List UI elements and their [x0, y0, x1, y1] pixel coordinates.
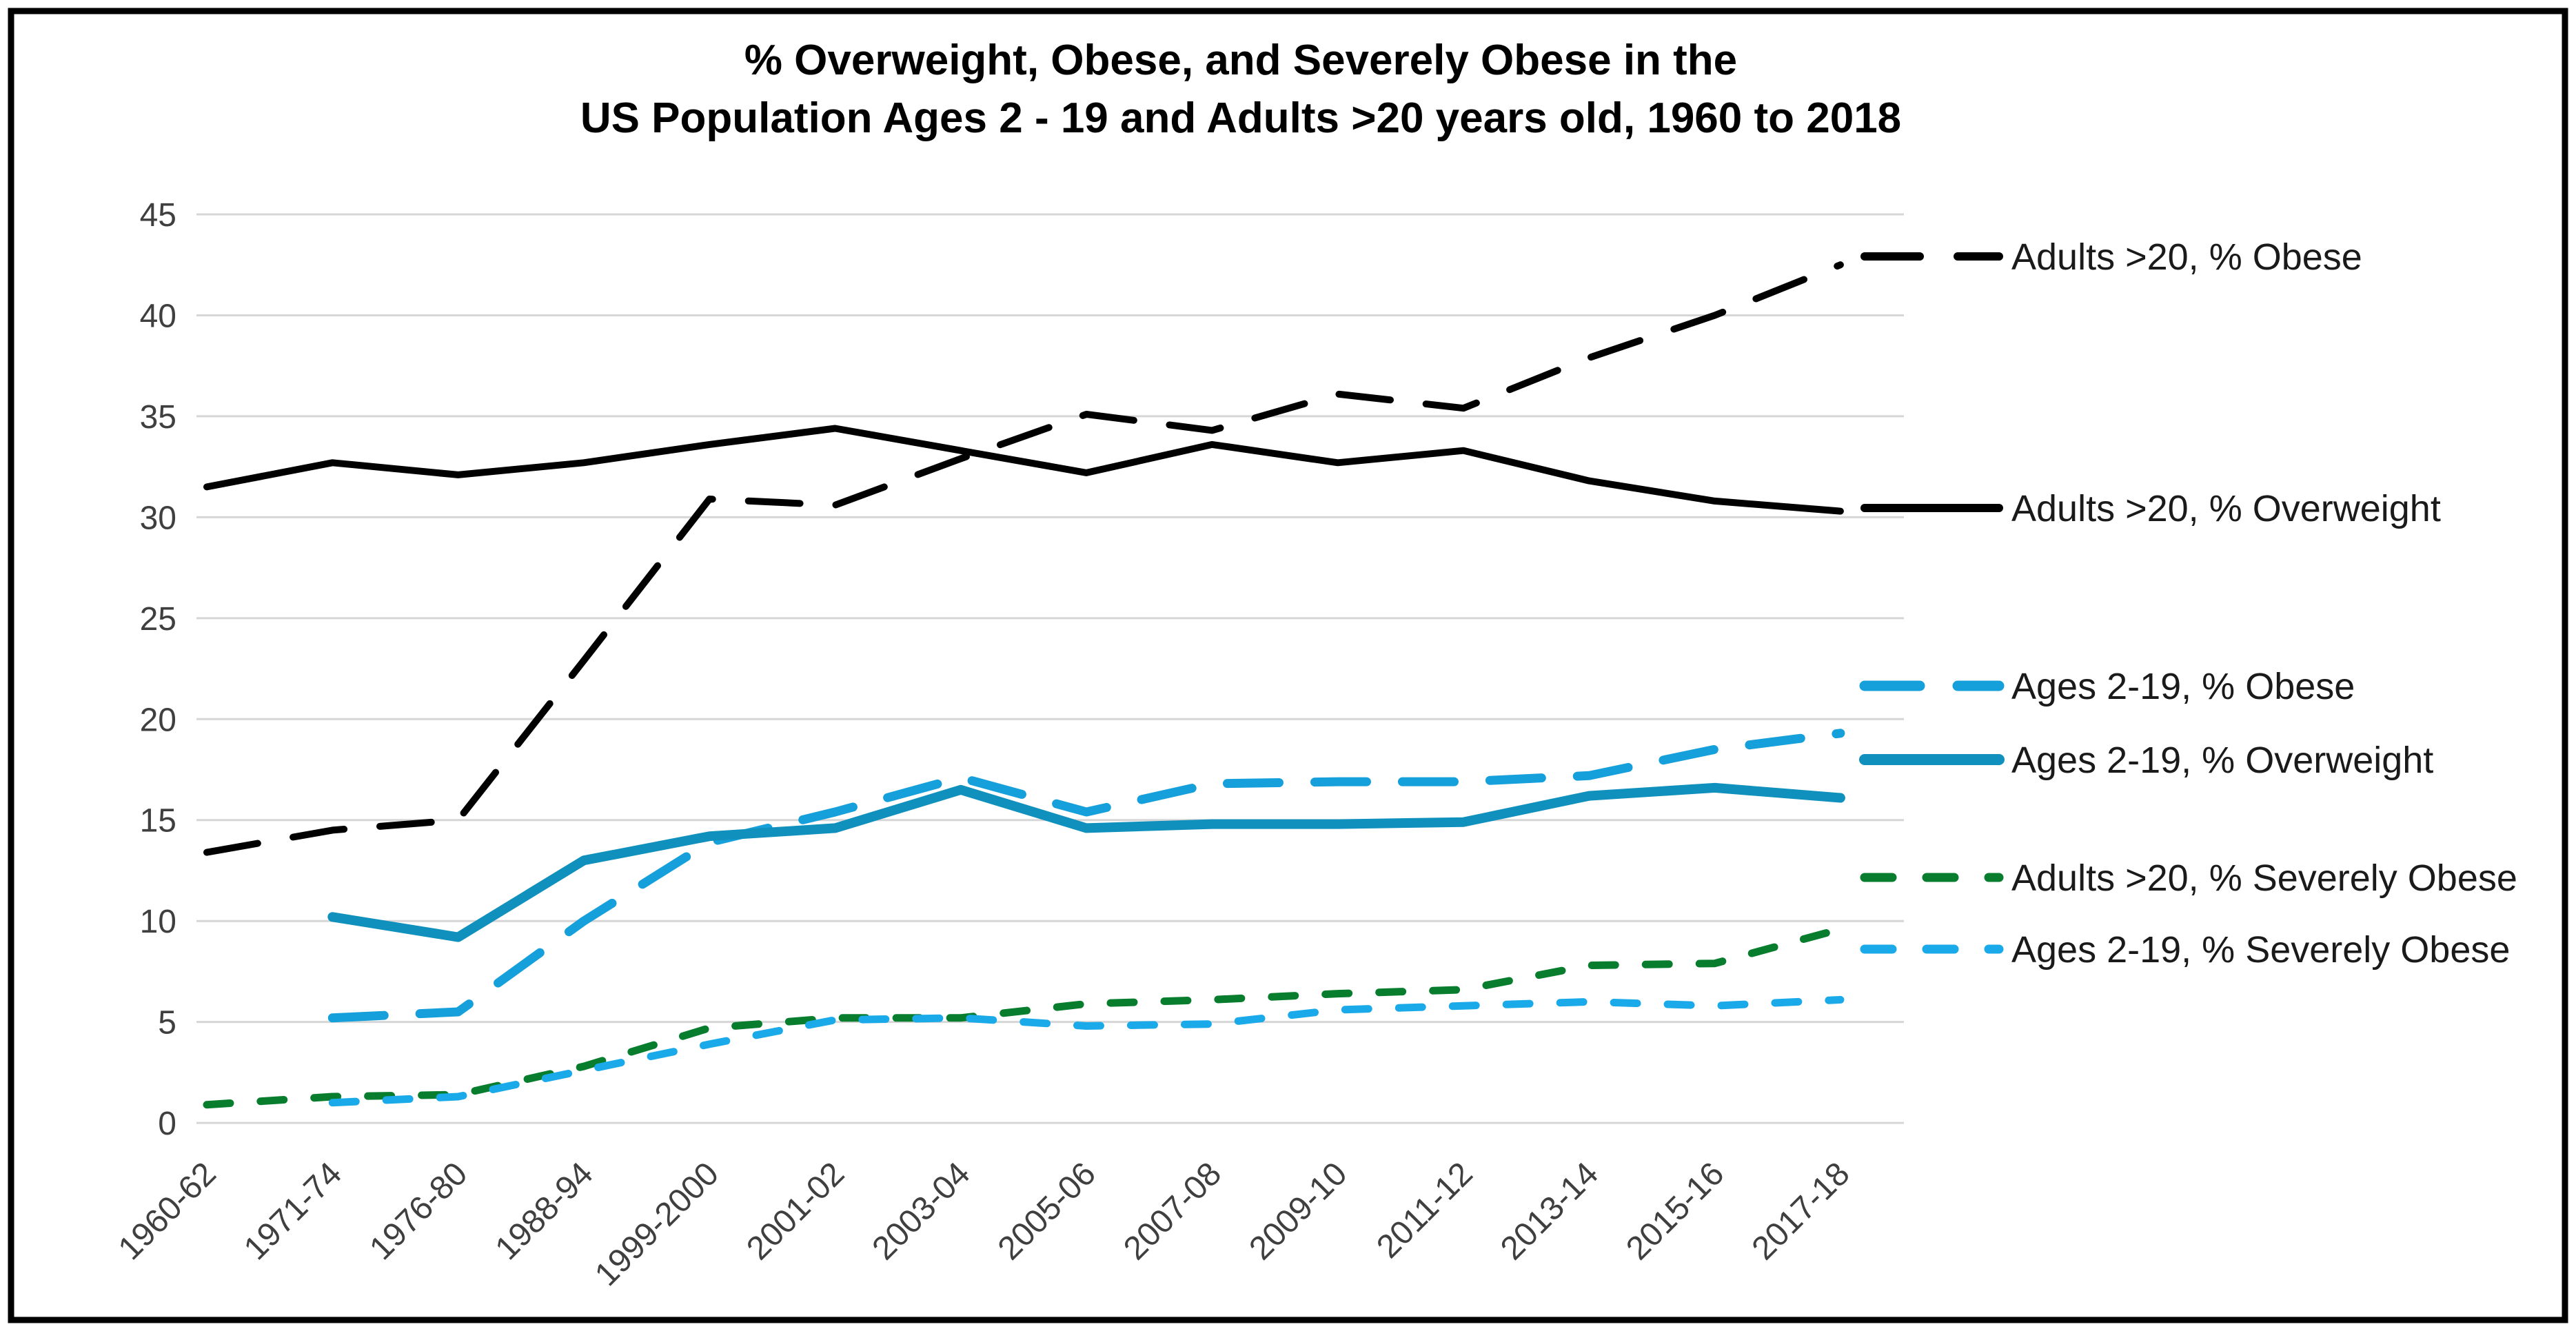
series-line-adults-20-obese — [203, 261, 1844, 856]
series-line-ages-2-19-overweight — [327, 782, 1845, 942]
chart-title-line2: US Population Ages 2 - 19 and Adults >20… — [580, 94, 1901, 142]
y-tick-label-30: 30 — [140, 500, 176, 536]
y-tick-label-15: 15 — [140, 803, 176, 840]
legend-item-adults-20-overweight: Adults >20, % Overweight — [1860, 488, 2441, 529]
gridlines — [196, 213, 1904, 1124]
legend-label-adults-20-obese: Adults >20, % Obese — [2011, 236, 2362, 278]
series-line-ages-2-19-obese — [327, 729, 1845, 1023]
y-axis-tick-labels: 0 5 10 15 20 25 30 35 40 45 — [140, 197, 176, 1142]
x-tick-label-2013-14: 2013-14 — [1494, 1155, 1605, 1267]
series-line-adults-20-overweight — [203, 425, 1844, 515]
legend-item-ages-2-19-obese: Ages 2-19, % Obese — [1859, 666, 2355, 707]
legend-label-adults-20-severely-obese: Adults >20, % Severely Obese — [2011, 857, 2517, 899]
x-tick-label-1976-80: 1976-80 — [363, 1155, 474, 1267]
y-tick-label-10: 10 — [140, 904, 176, 940]
x-tick-label-2007-08: 2007-08 — [1117, 1155, 1228, 1267]
legend-label-ages-2-19-severely-obese: Ages 2-19, % Severely Obese — [2011, 929, 2510, 971]
x-tick-label-1988-94: 1988-94 — [489, 1155, 600, 1267]
series-lines — [203, 261, 1845, 1109]
x-tick-label-1999-2000: 1999-2000 — [588, 1155, 726, 1293]
x-tick-label-2015-16: 2015-16 — [1619, 1155, 1731, 1267]
y-tick-label-45: 45 — [140, 197, 176, 234]
x-tick-label-2003-04: 2003-04 — [866, 1155, 977, 1267]
legend-item-adults-20-severely-obese: Adults >20, % Severely Obese — [1860, 857, 2517, 899]
y-tick-label-5: 5 — [158, 1005, 176, 1042]
legend-item-adults-20-obese: Adults >20, % Obese — [1860, 236, 2362, 278]
legend-label-adults-20-overweight: Adults >20, % Overweight — [2011, 488, 2441, 529]
y-tick-label-40: 40 — [140, 298, 176, 334]
x-tick-label-2011-12: 2011-12 — [1370, 1155, 1480, 1266]
y-tick-label-20: 20 — [140, 702, 176, 738]
y-tick-label-0: 0 — [158, 1106, 176, 1142]
x-tick-label-1971-74: 1971-74 — [237, 1155, 349, 1267]
legend: Adults >20, % Obese Adults >20, % Overwei… — [1859, 236, 2517, 971]
chart-outer-border — [8, 8, 2568, 1323]
x-tick-label-2017-18: 2017-18 — [1745, 1155, 1857, 1267]
series-line-ages-2-19-severely-obese — [328, 995, 1845, 1107]
series-line-adults-20-severely-obese — [203, 925, 1845, 1109]
x-tick-label-2001-02: 2001-02 — [740, 1155, 851, 1267]
y-tick-label-25: 25 — [140, 601, 176, 638]
x-tick-label-1960-62: 1960-62 — [112, 1155, 223, 1267]
legend-label-ages-2-19-obese: Ages 2-19, % Obese — [2011, 666, 2355, 707]
legend-label-ages-2-19-overweight: Ages 2-19, % Overweight — [2011, 740, 2433, 781]
x-tick-label-2009-10: 2009-10 — [1242, 1155, 1354, 1267]
x-tick-label-2005-06: 2005-06 — [991, 1155, 1103, 1267]
legend-item-ages-2-19-severely-obese: Ages 2-19, % Severely Obese — [1860, 929, 2510, 971]
legend-item-ages-2-19-overweight: Ages 2-19, % Overweight — [1859, 740, 2433, 781]
y-tick-label-35: 35 — [140, 399, 176, 436]
chart-title-line1: % Overweight, Obese, and Severely Obese … — [744, 37, 1737, 84]
